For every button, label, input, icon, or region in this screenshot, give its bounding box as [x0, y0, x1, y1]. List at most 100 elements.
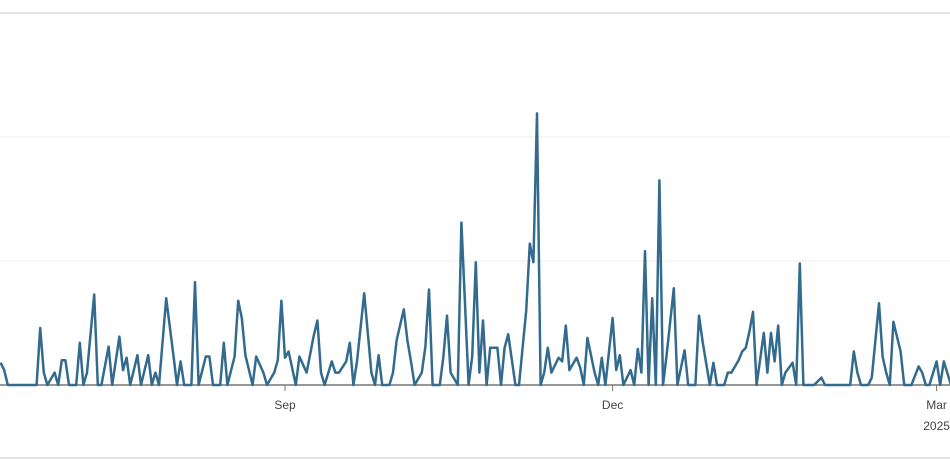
data-point: [125, 356, 129, 360]
data-point: [96, 383, 100, 387]
x-tick-label: Sep: [274, 398, 296, 412]
data-point: [467, 383, 471, 387]
data-point: [899, 350, 903, 354]
data-point: [542, 371, 546, 375]
data-point: [722, 383, 726, 387]
data-point: [672, 286, 676, 290]
data-point: [575, 356, 579, 360]
data-point: [823, 383, 827, 387]
data-point: [639, 371, 643, 375]
data-point: [557, 356, 561, 360]
data-point: [312, 333, 316, 337]
data-point: [683, 348, 687, 352]
data-points: [0, 111, 950, 387]
data-point: [67, 383, 71, 387]
data-point: [423, 345, 427, 349]
data-point: [470, 354, 474, 358]
data-point: [110, 383, 114, 387]
data-point: [431, 383, 435, 387]
x-axis-ticks: Sep Dec Mar 2025: [274, 385, 950, 433]
data-point: [503, 346, 507, 350]
data-point: [438, 383, 442, 387]
data-point: [488, 346, 492, 350]
data-point: [233, 354, 237, 358]
data-point: [942, 359, 946, 363]
data-point: [441, 354, 445, 358]
gridlines: [0, 12, 950, 262]
data-point: [373, 383, 377, 387]
data-point: [164, 296, 168, 300]
x-tick-dec: Dec: [602, 385, 623, 412]
data-point: [193, 280, 197, 284]
data-point: [207, 354, 211, 358]
data-point: [801, 383, 805, 387]
data-point: [276, 358, 280, 362]
data-point: [254, 354, 258, 358]
data-point: [769, 331, 773, 335]
data-point: [92, 292, 96, 296]
data-point: [524, 309, 528, 313]
x-tick-label: Dec: [602, 398, 623, 412]
data-point: [884, 371, 888, 375]
data-point: [582, 383, 586, 387]
data-point: [323, 383, 327, 387]
data-point: [506, 332, 510, 336]
data-point: [560, 359, 564, 363]
data-point: [409, 359, 413, 363]
data-point: [107, 345, 111, 349]
data-point: [182, 383, 186, 387]
data-point: [938, 383, 942, 387]
data-point: [297, 354, 301, 358]
data-point: [351, 383, 355, 387]
data-point: [150, 383, 154, 387]
data-point: [593, 371, 597, 375]
data-point: [661, 383, 665, 387]
data-point: [420, 371, 424, 375]
data-point: [56, 383, 60, 387]
data-point: [546, 346, 550, 350]
data-point: [369, 371, 373, 375]
data-point: [294, 383, 298, 387]
data-point: [53, 371, 57, 375]
data-point: [632, 383, 636, 387]
data-point: [881, 354, 885, 358]
data-point: [819, 376, 823, 380]
data-point: [762, 331, 766, 335]
data-point: [42, 371, 46, 375]
data-point: [287, 350, 291, 354]
data-point: [146, 353, 150, 357]
data-point: [751, 310, 755, 314]
data-point: [877, 301, 881, 305]
data-point: [413, 383, 417, 387]
data-point: [197, 383, 201, 387]
data-point: [675, 383, 679, 387]
data-point: [265, 383, 269, 387]
data-point: [481, 319, 485, 323]
data-point: [783, 371, 787, 375]
data-point: [870, 376, 874, 380]
data-point: [701, 340, 705, 344]
data-point: [729, 371, 733, 375]
data-point: [539, 383, 543, 387]
data-point: [927, 383, 931, 387]
data-point: [711, 361, 715, 365]
data-point: [211, 383, 215, 387]
data-point: [74, 383, 78, 387]
data-point: [395, 338, 399, 342]
data-point: [866, 383, 870, 387]
data-point: [859, 383, 863, 387]
data-point: [402, 307, 406, 311]
data-point: [665, 353, 669, 357]
data-point: [737, 358, 741, 362]
data-point: [38, 326, 42, 330]
x-tick-sep: Sep: [274, 385, 296, 412]
data-point: [791, 361, 795, 365]
series-line: [0, 112, 950, 387]
data-point: [204, 354, 208, 358]
data-point: [305, 371, 309, 375]
data-point: [362, 291, 366, 295]
data-point: [535, 111, 539, 115]
data-point: [157, 383, 161, 387]
data-point: [528, 242, 532, 246]
data-point: [449, 371, 453, 375]
